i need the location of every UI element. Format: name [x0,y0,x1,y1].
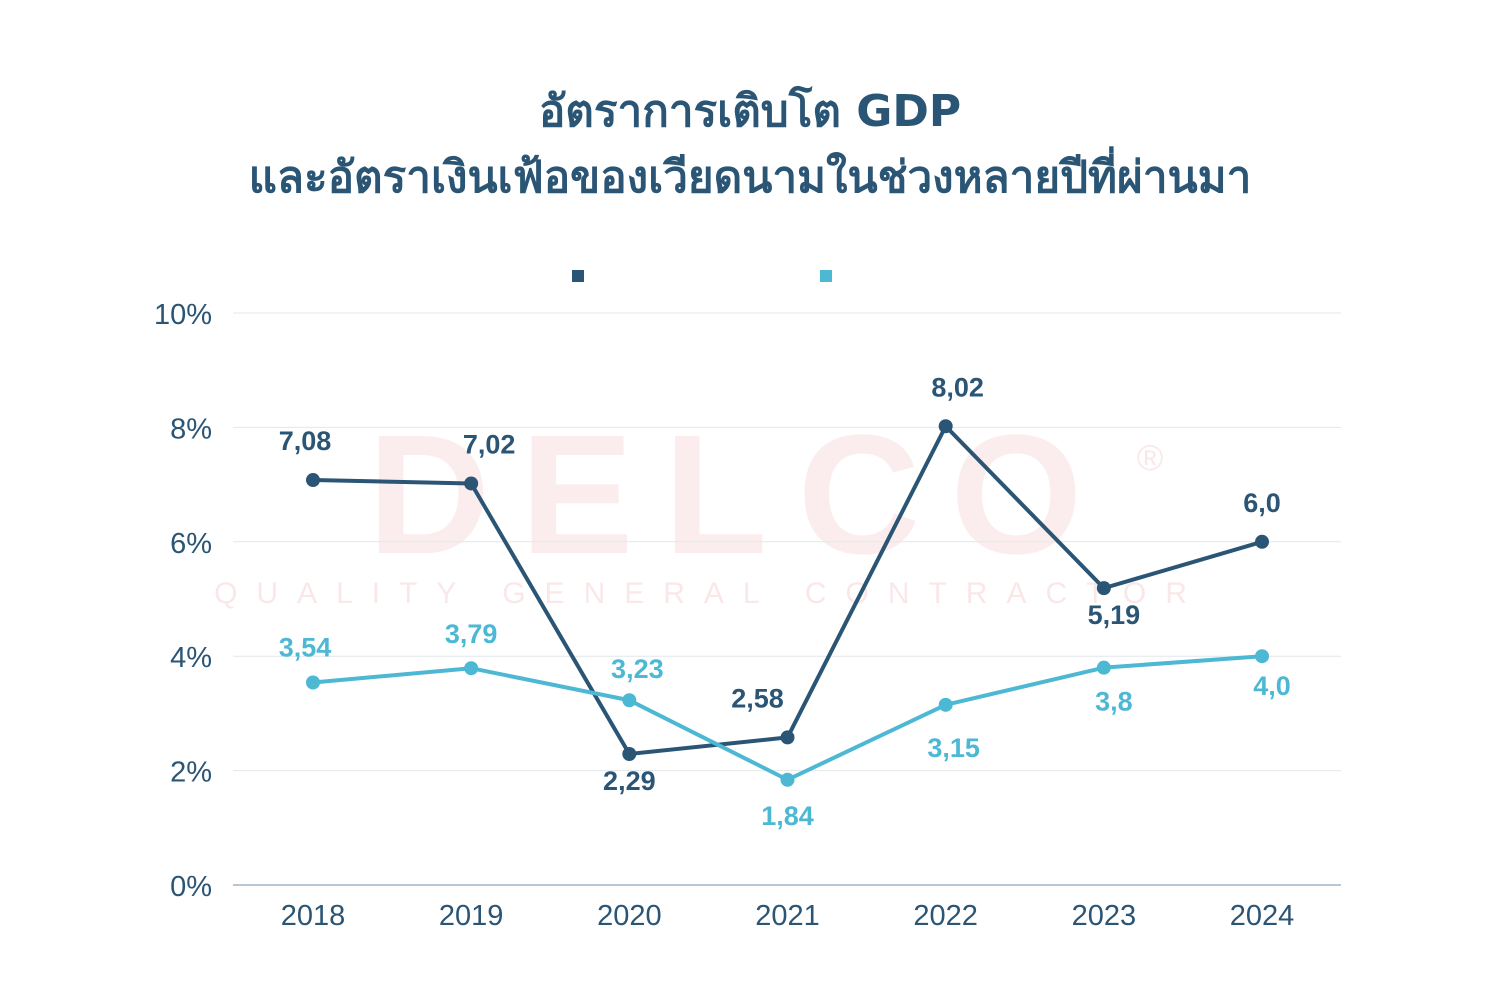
data-point [780,730,795,745]
legend-marker-series-2 [820,270,832,282]
data-point [1096,581,1111,596]
data-point [622,747,637,762]
data-label: 3,79 [445,619,498,649]
data-label: 3,23 [611,654,664,684]
x-tick-label: 2020 [597,900,662,932]
x-tick-label: 2018 [281,900,346,932]
data-point [306,675,320,690]
data-label: 8,02 [931,372,984,402]
data-label: 3,8 [1095,687,1133,717]
y-tick-label: 4% [170,642,212,674]
data-label: 7,02 [463,429,516,459]
data-point [780,772,795,787]
y-tick-label: 10% [154,299,212,331]
data-point [622,693,637,708]
data-point [464,476,479,491]
watermark-registered-mark: ® [1137,437,1164,478]
data-label: 3,54 [279,633,332,663]
data-label: 2,58 [731,683,784,713]
x-tick-label: 2021 [755,900,820,932]
legend-marker-series-1 [572,270,584,282]
data-point [1255,649,1270,664]
x-tick-label: 2019 [439,900,504,932]
data-label: 3,15 [927,733,980,763]
data-label: 1,84 [761,801,814,831]
data-point [938,697,953,712]
data-point [938,419,953,434]
x-tick-label: 2022 [913,900,978,932]
data-point [1255,534,1270,549]
data-label: 5,19 [1088,600,1141,630]
data-label: 4,0 [1253,671,1291,701]
data-point [306,473,320,488]
watermark-tagline: QUALITY GENERAL CONTRACTOR [214,577,1206,610]
y-tick-label: 8% [170,413,212,445]
y-tick-label: 6% [170,528,212,560]
data-point [464,661,479,676]
data-label: 2,29 [603,766,656,796]
data-point [1096,660,1111,675]
x-tick-label: 2023 [1072,900,1137,932]
data-label: 7,08 [279,426,332,456]
watermark-logo: DELCO [368,400,1113,590]
chart-title-line2: และอัตราเงินเฟ้อของเวียดนามในช่วงหลายปีท… [248,152,1252,203]
chart-title-line1: อัตราการเติบโต GDP [538,86,962,137]
y-tick-label: 2% [170,757,212,789]
x-tick-label: 2024 [1230,900,1295,932]
y-tick-label: 0% [170,871,212,903]
series-line-2 [312,654,1263,782]
data-label: 6,0 [1243,488,1281,518]
